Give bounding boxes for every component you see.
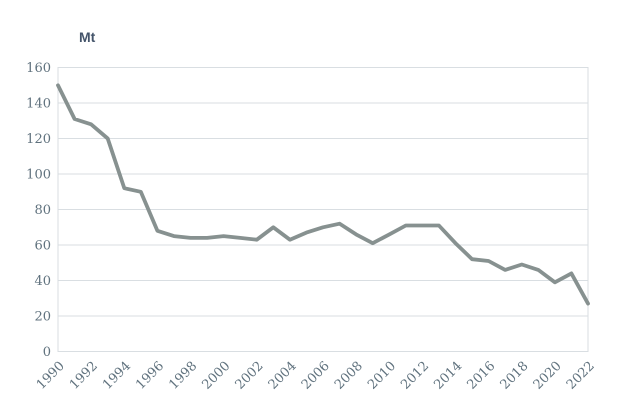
x-tick-label: 2006 (299, 359, 333, 393)
x-tick-label: 2008 (332, 359, 366, 393)
data-series-line (56, 83, 590, 306)
x-tick-label: 1990 (34, 359, 68, 393)
x-tick-label: 2018 (498, 359, 532, 393)
x-tick-label: 2000 (199, 359, 233, 393)
y-tick-label: 100 (26, 168, 51, 183)
y-tick-label: 60 (34, 239, 51, 254)
y-tick-label: 20 (34, 310, 51, 325)
x-tick-label: 2012 (398, 359, 432, 393)
plot-border (57, 67, 589, 352)
x-tick-label: 2022 (564, 359, 598, 393)
x-tick-label: 1996 (133, 359, 167, 393)
y-tick-label: 80 (34, 203, 51, 218)
y-tick-label: 0 (43, 345, 51, 360)
x-tick-label: 2002 (233, 359, 267, 393)
y-tick-label: 40 (34, 274, 51, 289)
x-tick-label: 2014 (431, 359, 465, 393)
x-tick-label: 2004 (266, 359, 300, 393)
x-tick-label: 2020 (531, 359, 565, 393)
x-tick-label: 2010 (365, 359, 399, 393)
x-tick-label: 1998 (166, 359, 200, 393)
x-tick-label: 1994 (100, 359, 134, 393)
y-tick-label: 120 (26, 132, 51, 147)
y-axis-unit-label: Mt (79, 29, 96, 45)
y-tick-label: 140 (26, 97, 51, 112)
x-tick-label: 2016 (464, 359, 498, 393)
y-tick-label: 160 (26, 61, 51, 76)
x-tick-label: 1992 (67, 359, 101, 393)
